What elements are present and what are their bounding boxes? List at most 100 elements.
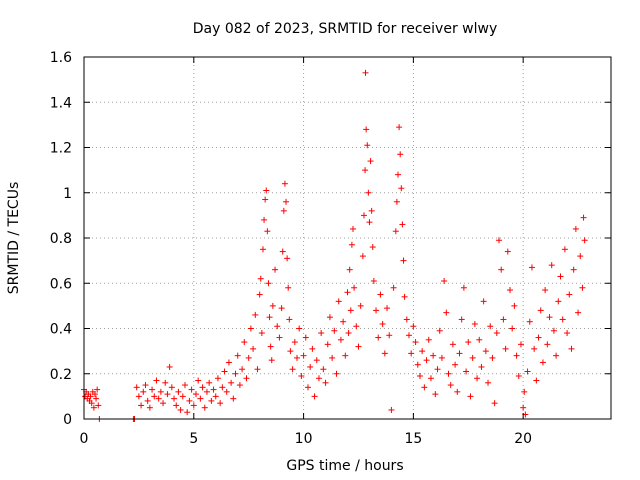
data-point <box>311 393 318 400</box>
data-point <box>559 316 566 323</box>
plot-frame <box>83 56 612 420</box>
data-point <box>485 379 492 386</box>
y-tick-label: 0.6 <box>50 276 72 292</box>
data-point <box>195 377 202 384</box>
data-point <box>396 124 403 131</box>
data-point <box>511 302 518 309</box>
data-point <box>320 366 327 373</box>
data-point <box>331 327 338 334</box>
data-point <box>138 402 145 409</box>
data-point <box>342 352 349 359</box>
data-point <box>572 225 579 232</box>
data-point <box>347 307 354 314</box>
x-tick-labels: 0 5 10 15 20 <box>80 431 533 447</box>
data-point <box>430 352 437 359</box>
data-point <box>517 341 524 348</box>
data-point <box>160 400 167 407</box>
data-point <box>162 379 169 386</box>
data-point <box>515 373 522 380</box>
data-point <box>346 266 353 273</box>
data-point <box>458 316 465 323</box>
data-point <box>447 382 454 389</box>
data-point <box>395 171 402 178</box>
data-point <box>272 266 279 273</box>
data-point <box>471 320 478 327</box>
data-point <box>467 393 474 400</box>
data-point <box>142 382 149 389</box>
data-point <box>561 246 568 253</box>
data-point <box>173 402 180 409</box>
data-point <box>390 284 397 291</box>
data-point <box>144 397 151 404</box>
data-point <box>230 395 237 402</box>
data-point <box>171 395 178 402</box>
data-point <box>349 225 356 232</box>
data-point <box>88 400 95 407</box>
data-point <box>526 318 533 325</box>
data-point <box>377 291 384 298</box>
x-axis-label: GPS time / hours <box>286 458 403 474</box>
data-point <box>166 363 173 370</box>
data-point <box>355 343 362 350</box>
data-points <box>81 69 588 422</box>
data-point <box>427 375 434 382</box>
data-point <box>399 221 406 228</box>
data-point <box>520 404 527 411</box>
data-point <box>177 406 184 413</box>
data-point <box>564 330 571 337</box>
data-point <box>335 298 342 305</box>
data-point <box>480 298 487 305</box>
data-point <box>302 334 309 341</box>
x-tick-label: 20 <box>514 431 532 447</box>
data-point <box>283 198 290 205</box>
data-point <box>362 69 369 76</box>
data-point <box>528 264 535 271</box>
y-axis-label: SRMTID / TECUs <box>6 182 22 295</box>
data-point <box>95 402 102 409</box>
data-point <box>568 345 575 352</box>
data-point <box>168 384 175 391</box>
data-point <box>197 395 204 402</box>
data-point <box>210 386 217 393</box>
data-point <box>375 334 382 341</box>
data-point <box>398 185 405 192</box>
data-point <box>340 318 347 325</box>
data-point <box>487 323 494 330</box>
data-point <box>300 352 307 359</box>
data-point <box>313 357 320 364</box>
data-point <box>276 334 283 341</box>
data-point <box>296 325 303 332</box>
data-point <box>284 255 291 262</box>
data-point <box>257 275 264 282</box>
data-point <box>265 280 272 287</box>
data-point <box>269 302 276 309</box>
data-point <box>293 354 300 361</box>
data-point <box>201 404 208 411</box>
data-point <box>482 348 489 355</box>
data-point <box>535 334 542 341</box>
chart-title: Day 082 of 2023, SRMTID for receiver wlw… <box>193 21 498 37</box>
data-point <box>287 348 294 355</box>
data-point <box>208 397 215 404</box>
data-point <box>315 375 322 382</box>
data-point <box>496 237 503 244</box>
y-tick-label: 0 <box>63 412 72 428</box>
data-point <box>575 309 582 316</box>
data-point <box>577 253 584 260</box>
data-point <box>542 287 549 294</box>
data-point <box>557 273 564 280</box>
data-point <box>217 400 224 407</box>
y-tick-label: 0.8 <box>50 231 72 247</box>
data-point <box>401 293 408 300</box>
axis-ticks <box>83 56 611 420</box>
y-tick-label: 1.2 <box>50 141 72 157</box>
data-point <box>318 330 325 337</box>
data-point <box>206 379 213 386</box>
data-point <box>135 393 142 400</box>
data-point <box>493 330 500 337</box>
data-point <box>548 262 555 269</box>
data-point <box>379 320 386 327</box>
data-point <box>465 339 472 346</box>
data-point <box>506 287 513 294</box>
data-point <box>434 366 441 373</box>
